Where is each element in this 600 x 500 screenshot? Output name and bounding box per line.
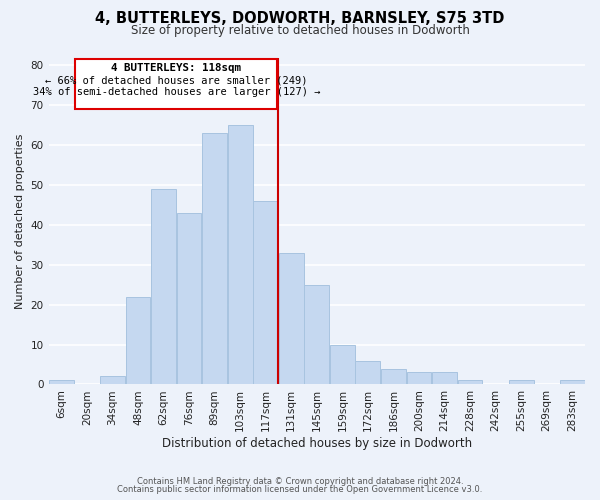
Bar	[151, 189, 176, 384]
Text: ← 66% of detached houses are smaller (249): ← 66% of detached houses are smaller (24…	[45, 76, 308, 86]
Bar	[330, 344, 355, 385]
Bar	[432, 372, 457, 384]
Bar	[228, 126, 253, 384]
Bar	[407, 372, 431, 384]
Bar	[355, 360, 380, 384]
FancyBboxPatch shape	[76, 60, 277, 110]
X-axis label: Distribution of detached houses by size in Dodworth: Distribution of detached houses by size …	[162, 437, 472, 450]
Text: Size of property relative to detached houses in Dodworth: Size of property relative to detached ho…	[131, 24, 469, 37]
Text: Contains HM Land Registry data © Crown copyright and database right 2024.: Contains HM Land Registry data © Crown c…	[137, 478, 463, 486]
Y-axis label: Number of detached properties: Number of detached properties	[15, 134, 25, 308]
Bar	[509, 380, 533, 384]
Text: 4, BUTTERLEYS, DODWORTH, BARNSLEY, S75 3TD: 4, BUTTERLEYS, DODWORTH, BARNSLEY, S75 3…	[95, 11, 505, 26]
Bar	[125, 296, 151, 384]
Bar	[279, 253, 304, 384]
Bar	[560, 380, 584, 384]
Bar	[176, 213, 202, 384]
Bar	[253, 201, 278, 384]
Bar	[49, 380, 74, 384]
Bar	[202, 134, 227, 384]
Bar	[304, 285, 329, 384]
Bar	[458, 380, 482, 384]
Bar	[381, 368, 406, 384]
Bar	[100, 376, 125, 384]
Text: 34% of semi-detached houses are larger (127) →: 34% of semi-detached houses are larger (…	[32, 88, 320, 98]
Text: 4 BUTTERLEYS: 118sqm: 4 BUTTERLEYS: 118sqm	[111, 64, 241, 74]
Text: Contains public sector information licensed under the Open Government Licence v3: Contains public sector information licen…	[118, 485, 482, 494]
